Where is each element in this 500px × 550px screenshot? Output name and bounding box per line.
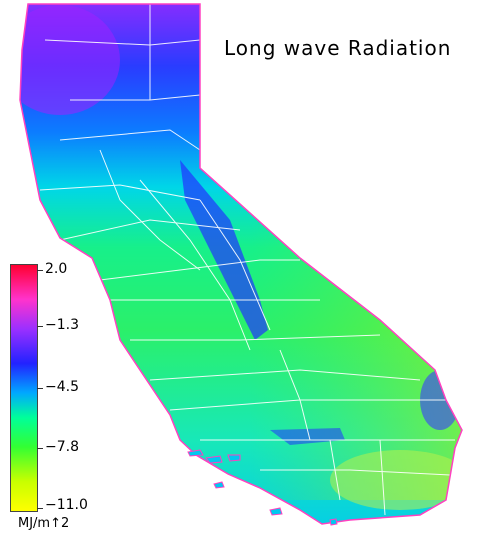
legend-tick	[37, 270, 43, 271]
color-legend-bar	[10, 264, 38, 512]
legend-unit: MJ/m↑2	[18, 516, 70, 531]
legend-tick-label: −1.3	[45, 317, 79, 333]
legend-tick	[37, 448, 43, 449]
legend-tick-label: −4.5	[45, 379, 79, 395]
state-border	[19, 3, 463, 525]
legend-tick-label: −7.8	[45, 439, 79, 455]
legend-tick-label: 2.0	[45, 261, 68, 277]
legend-tick-label: −11.0	[45, 497, 88, 513]
legend-tick	[37, 508, 43, 509]
map-title: Long wave Radiation	[224, 36, 452, 60]
legend-tick	[37, 388, 43, 389]
county-lines	[39, 4, 455, 516]
legend-tick	[37, 326, 43, 327]
channel-islands	[187, 449, 338, 526]
